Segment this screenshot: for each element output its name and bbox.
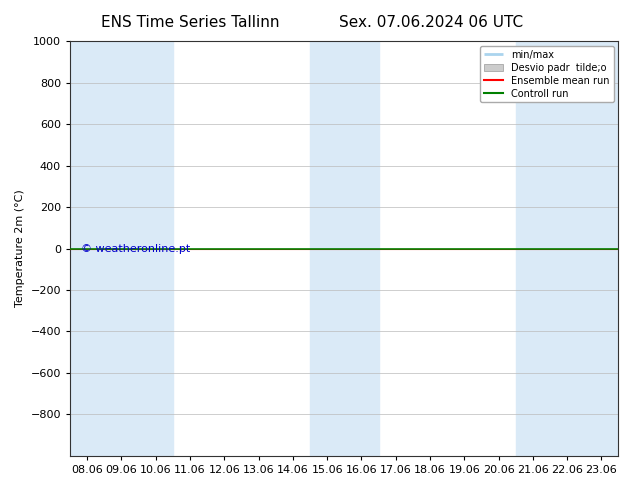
Y-axis label: Temperature 2m (°C): Temperature 2m (°C) <box>15 190 25 307</box>
Bar <box>515 41 619 456</box>
Bar <box>70 41 173 456</box>
Text: ENS Time Series Tallinn: ENS Time Series Tallinn <box>101 15 280 30</box>
Text: Sex. 07.06.2024 06 UTC: Sex. 07.06.2024 06 UTC <box>339 15 523 30</box>
Legend: min/max, Desvio padr  tilde;o, Ensemble mean run, Controll run: min/max, Desvio padr tilde;o, Ensemble m… <box>480 46 614 102</box>
Text: © weatheronline.pt: © weatheronline.pt <box>81 244 190 253</box>
Bar <box>310 41 378 456</box>
